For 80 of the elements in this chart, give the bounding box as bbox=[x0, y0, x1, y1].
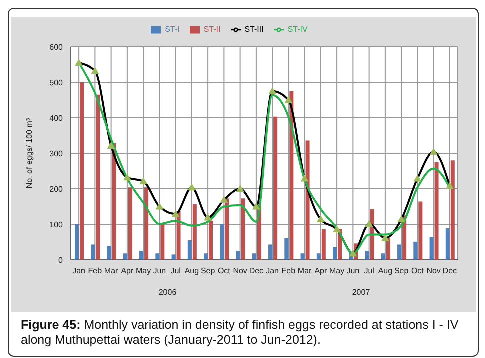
y-tick-label: 500 bbox=[50, 78, 64, 88]
legend-label: ST-II bbox=[204, 25, 221, 34]
bar bbox=[365, 251, 370, 260]
bar bbox=[290, 91, 294, 260]
bar bbox=[381, 254, 386, 260]
x-tick-label: Jul bbox=[170, 266, 182, 276]
bar bbox=[204, 254, 208, 260]
bar bbox=[220, 224, 224, 260]
bar bbox=[418, 202, 423, 260]
x-tick-label: Aug bbox=[184, 266, 200, 276]
bar bbox=[333, 247, 338, 260]
x-tick-label: Sep bbox=[200, 266, 216, 276]
legend-label: ST-III bbox=[244, 25, 264, 34]
x-tick-label: Apr bbox=[121, 266, 134, 276]
x-tick-label: Nov bbox=[233, 266, 248, 276]
bar bbox=[268, 244, 273, 260]
x-tick-label: Aug bbox=[378, 266, 393, 276]
y-tick-label: 0 bbox=[58, 256, 64, 265]
y-axis-title: No. of eggs/ 100 m³ bbox=[24, 118, 34, 189]
x-tick-label: Dec bbox=[442, 266, 458, 276]
bar bbox=[300, 254, 305, 260]
bar bbox=[156, 254, 160, 260]
x-tick-label: May bbox=[136, 266, 152, 276]
bar bbox=[252, 254, 256, 260]
x-tick-label: Oct bbox=[411, 266, 425, 276]
bar bbox=[91, 244, 96, 260]
x-tick-label: Feb bbox=[88, 266, 103, 276]
x-tick-label: Nov bbox=[426, 266, 441, 276]
x-tick-label: Mar bbox=[298, 266, 312, 276]
bar bbox=[112, 144, 116, 260]
bar bbox=[386, 238, 390, 260]
bar bbox=[123, 254, 128, 260]
x-tick-label: Apr bbox=[314, 266, 328, 276]
x-tick-label: Jun bbox=[153, 266, 166, 276]
bar bbox=[414, 242, 418, 260]
caption: Figure 45: Monthly variation in density of finfish eggs recorded at stations I - IV along Muthupettai waters (January-2011 to Jun-2012). bbox=[20, 317, 460, 349]
legend-label: ST-I bbox=[165, 25, 180, 34]
x-tick-label: Jul bbox=[364, 266, 375, 276]
x-tick-label: Mar bbox=[104, 266, 119, 276]
bar bbox=[430, 237, 434, 260]
x-tick-label: Feb bbox=[282, 266, 296, 276]
x-tick-label: May bbox=[330, 266, 345, 276]
bar bbox=[209, 220, 214, 260]
text: 2007 bbox=[351, 288, 372, 297]
bar bbox=[144, 188, 149, 260]
y-tick-label: 200 bbox=[50, 184, 64, 194]
bar bbox=[236, 251, 240, 260]
bar bbox=[188, 240, 192, 260]
x-tick-label: Jan bbox=[72, 266, 86, 276]
bar bbox=[140, 251, 144, 260]
bar bbox=[192, 204, 197, 260]
bar bbox=[80, 82, 84, 260]
bar bbox=[274, 116, 278, 260]
x-tick-label: Jan bbox=[266, 266, 280, 276]
y-tick-label: 300 bbox=[50, 149, 64, 158]
x-tick-label: Oct bbox=[218, 266, 232, 276]
legend-label: ST-IV bbox=[288, 25, 308, 34]
bar bbox=[398, 244, 402, 260]
bar bbox=[316, 254, 321, 260]
bar bbox=[107, 246, 112, 260]
y-tick-label: 100 bbox=[50, 220, 64, 230]
x-tick-label: Sep bbox=[394, 266, 410, 276]
bar bbox=[306, 140, 310, 260]
y-tick-label: 600 bbox=[50, 42, 64, 52]
y-tick-label: 400 bbox=[50, 114, 64, 123]
x-tick-label: Jun bbox=[346, 266, 360, 276]
bar bbox=[241, 198, 246, 260]
bar bbox=[322, 229, 326, 260]
x-tick-label: Dec bbox=[249, 266, 264, 276]
bar bbox=[450, 160, 455, 260]
bar bbox=[160, 224, 165, 260]
bar bbox=[75, 224, 80, 260]
bar bbox=[225, 198, 230, 260]
bar bbox=[172, 254, 176, 260]
bar bbox=[434, 162, 439, 260]
bar bbox=[284, 238, 289, 260]
bar bbox=[446, 228, 450, 260]
bar bbox=[96, 94, 100, 260]
bar bbox=[128, 188, 132, 260]
text: 2006 bbox=[158, 288, 178, 297]
